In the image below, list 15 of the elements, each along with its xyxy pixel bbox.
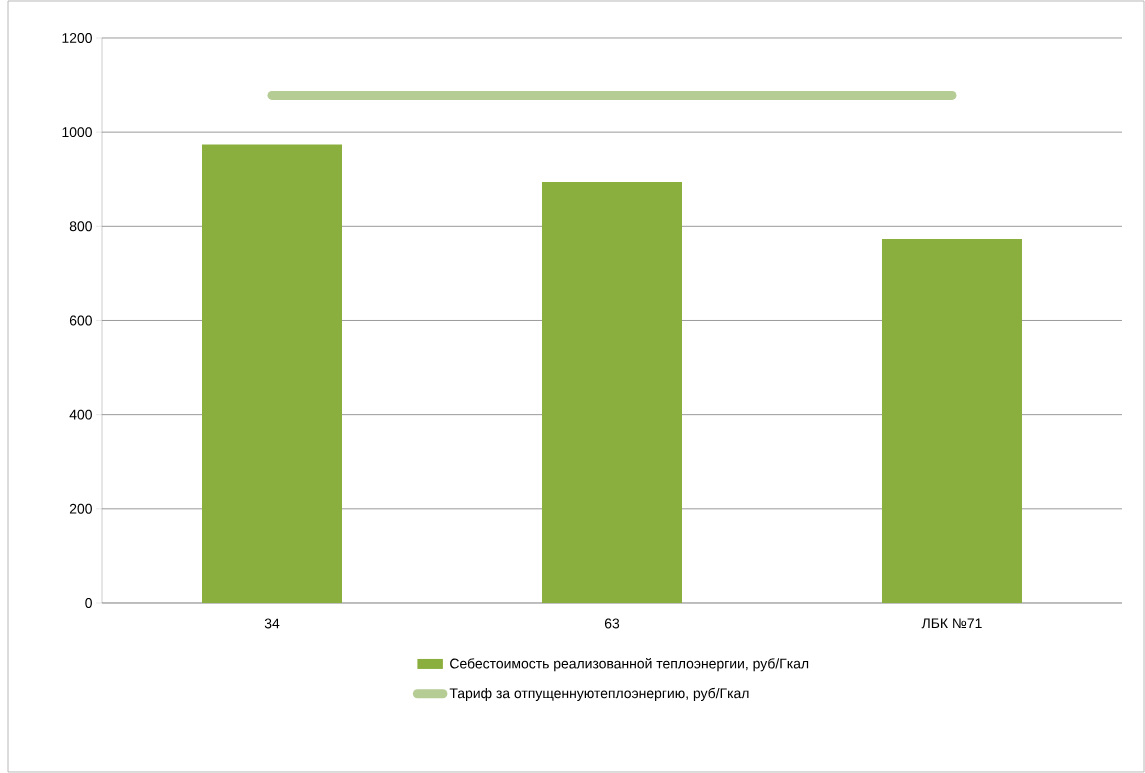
y-tick-label: 600 bbox=[69, 315, 92, 326]
x-tick-label: ЛБК №71 bbox=[921, 618, 982, 629]
legend-label: Тариф за отпущеннуютеплоэнергию, руб/Гкал bbox=[449, 687, 749, 701]
legend-label: Себестоимость реализованной теплоэнергии, руб/Гкал bbox=[450, 658, 809, 672]
y-tick-label: 400 bbox=[69, 409, 92, 420]
bar bbox=[202, 144, 342, 603]
y-tick-label: 1200 bbox=[62, 33, 92, 43]
x-tick-label: 34 bbox=[264, 618, 280, 629]
y-tick-label: 800 bbox=[69, 221, 92, 232]
x-tick-label: 63 bbox=[604, 618, 620, 629]
bar bbox=[881, 239, 1022, 603]
y-tick-label: 1000 bbox=[62, 127, 92, 138]
y-tick-label: 200 bbox=[69, 503, 92, 514]
bar bbox=[541, 182, 682, 603]
y-tick-label: 0 bbox=[85, 598, 92, 608]
